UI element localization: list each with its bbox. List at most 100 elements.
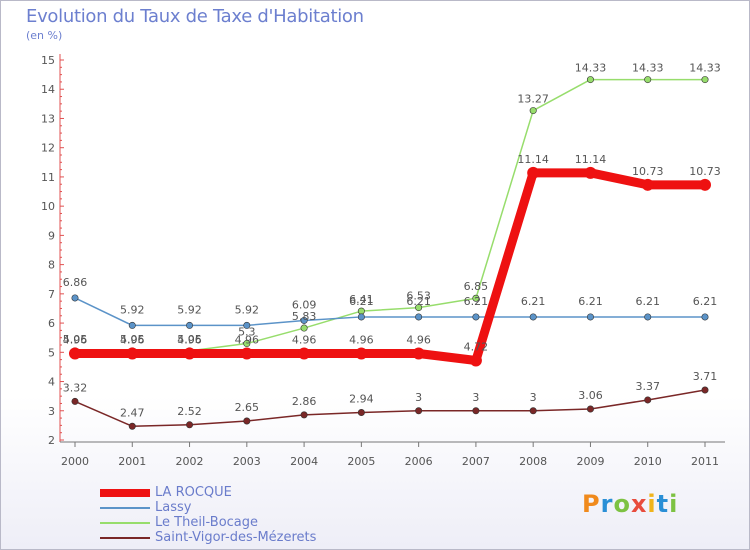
data-label: 5.83 [292, 310, 317, 323]
data-point [641, 178, 654, 191]
data-label: 4.96 [349, 333, 374, 346]
y-tick-label: 8 [48, 259, 55, 272]
data-point [644, 313, 652, 321]
y-tick-label: 13 [41, 112, 55, 125]
data-label: 6.85 [464, 280, 489, 293]
data-label: 6.09 [292, 298, 317, 311]
x-tick-label: 2003 [233, 455, 261, 468]
data-point [586, 405, 594, 413]
data-point [300, 316, 308, 324]
data-label: 14.33 [632, 62, 664, 75]
data-point [644, 76, 652, 84]
chart-subtitle: (en %) [26, 29, 63, 42]
data-point [357, 307, 365, 315]
legend-label: Lassy [155, 500, 192, 515]
data-label: 5.92 [235, 303, 260, 316]
data-label: 6.21 [521, 295, 546, 308]
data-label: 6.21 [406, 295, 431, 308]
data-point [240, 347, 253, 360]
data-label: 4.96 [406, 333, 431, 346]
data-label: 2.94 [349, 393, 374, 406]
data-label: 4.96 [235, 333, 260, 346]
data-label: 6.21 [635, 295, 660, 308]
data-point [71, 294, 79, 302]
legend-label: Le Theil-Bocage [155, 515, 259, 530]
data-label: 6.21 [349, 295, 374, 308]
data-label: 3.37 [635, 380, 660, 393]
data-label: 6.41 [349, 293, 374, 306]
data-point [300, 411, 308, 419]
logo-letter: t [656, 490, 670, 518]
series-line [74, 78, 706, 352]
series-line [74, 297, 706, 327]
legend-label: LA ROCQUE [155, 485, 232, 500]
data-label: 2.47 [120, 406, 145, 419]
data-label: 4.72 [464, 340, 489, 353]
data-point [701, 76, 709, 84]
data-label: 2.86 [292, 395, 317, 408]
proxiti-logo: Proxiti [582, 490, 678, 518]
y-tick-label: 12 [41, 142, 55, 155]
data-label: 3.06 [578, 389, 603, 402]
data-point [472, 407, 480, 415]
data-label: 6.21 [693, 295, 718, 308]
legend-swatch-le-theil-bocage [100, 521, 150, 524]
x-tick-label: 2001 [118, 455, 146, 468]
data-label: 11.14 [575, 153, 607, 166]
y-tick-label: 3 [48, 405, 55, 418]
logo-letter: P [582, 490, 601, 518]
data-label: 3.71 [693, 370, 718, 383]
data-point [355, 347, 368, 360]
data-label: 5.92 [120, 303, 145, 316]
data-label: 14.33 [689, 62, 721, 75]
data-point [527, 166, 540, 179]
data-point [128, 422, 136, 430]
logo-letter: i [669, 490, 679, 518]
legend-swatch-lassy [100, 506, 150, 509]
x-tick-label: 2005 [347, 455, 375, 468]
data-label: 2.65 [235, 401, 260, 414]
x-tick-label: 2006 [405, 455, 433, 468]
y-tick-label: 14 [41, 83, 55, 96]
data-label: 5.05 [177, 333, 202, 346]
data-label: 4.96 [177, 333, 202, 346]
data-point [71, 397, 79, 405]
data-point [357, 409, 365, 417]
y-tick-label: 9 [48, 229, 55, 242]
data-point [186, 321, 194, 329]
data-label: 4.96 [63, 333, 88, 346]
y-tick-label: 6 [48, 317, 55, 330]
legend-label: Saint-Vigor-des-Mézerets [155, 530, 317, 545]
y-tick-label: 7 [48, 288, 55, 301]
data-label: 4.96 [292, 333, 317, 346]
x-tick-label: 2004 [290, 455, 318, 468]
data-point [415, 313, 423, 321]
data-label: 6.86 [63, 276, 88, 289]
data-point [469, 354, 482, 367]
data-label: 5.92 [177, 303, 202, 316]
data-label: 5.05 [120, 333, 145, 346]
x-tick-label: 2010 [634, 455, 662, 468]
series-line [70, 168, 710, 365]
data-point [529, 313, 537, 321]
legend-swatch-la-rocque [100, 488, 150, 497]
data-point [69, 347, 81, 360]
y-tick-label: 15 [41, 54, 55, 67]
data-label: 2.52 [177, 405, 202, 418]
y-tick-label: 5 [48, 346, 55, 359]
x-tick-label: 2011 [691, 455, 719, 468]
data-point [472, 313, 480, 321]
data-point [412, 347, 425, 360]
data-point [644, 396, 652, 404]
series-line [74, 389, 706, 428]
y-tick-label: 11 [41, 171, 55, 184]
data-point [298, 347, 311, 360]
data-point [357, 313, 365, 321]
data-point [472, 294, 480, 302]
data-point [529, 107, 537, 115]
data-point [128, 321, 136, 329]
data-label: 3 [530, 391, 537, 404]
data-label: 13.27 [517, 93, 549, 106]
